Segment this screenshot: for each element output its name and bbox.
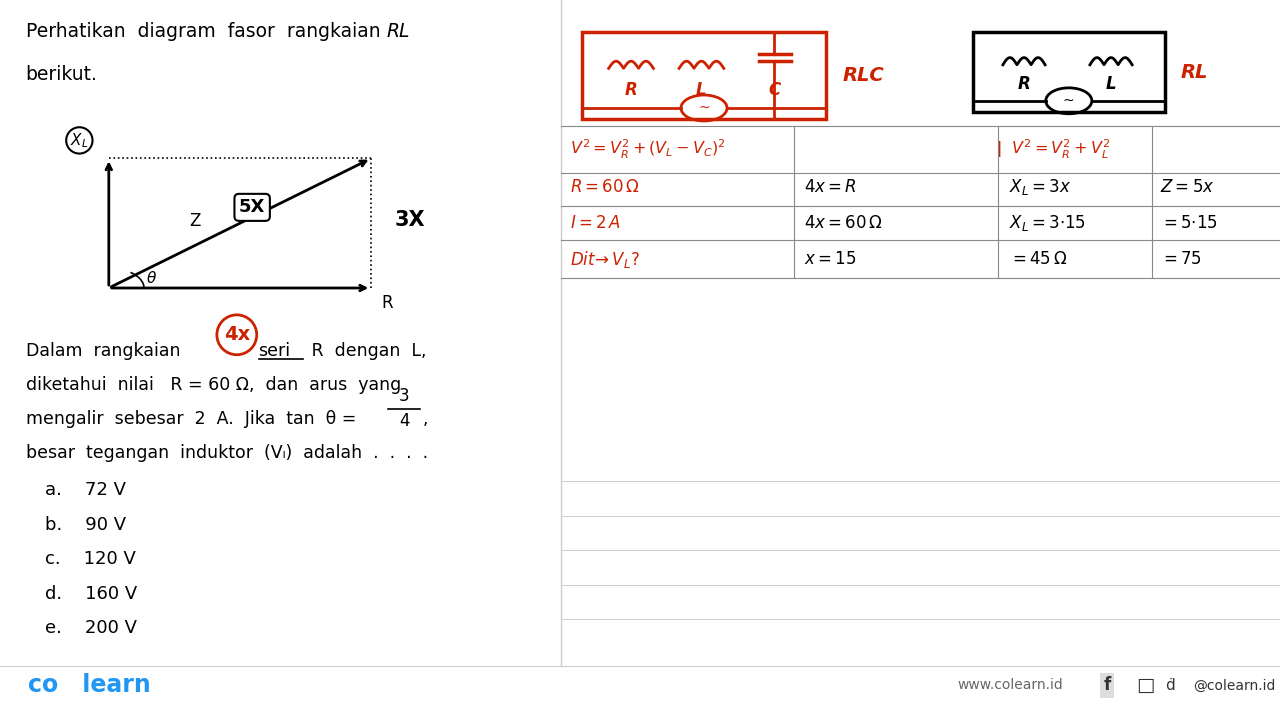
Text: b.    90 V: b. 90 V	[45, 516, 125, 534]
Text: mengalir  sebesar  2  A.  Jika  tan  θ =: mengalir sebesar 2 A. Jika tan θ =	[26, 410, 356, 428]
Text: Z: Z	[189, 212, 200, 230]
Text: 4: 4	[399, 412, 410, 430]
Text: $x = 15$: $x = 15$	[804, 250, 856, 268]
Text: L: L	[696, 81, 707, 99]
Text: Dalam  rangkaian: Dalam rangkaian	[26, 342, 180, 360]
Text: $4x = R$: $4x = R$	[804, 179, 856, 197]
Text: RL: RL	[387, 22, 410, 40]
Text: RLC: RLC	[842, 66, 884, 85]
Text: $Z = 5x$: $Z = 5x$	[1160, 179, 1215, 197]
Text: $I = 2\,A$: $I = 2\,A$	[570, 215, 621, 232]
Text: $4x = 60\,\Omega$: $4x = 60\,\Omega$	[804, 215, 883, 232]
Text: □: □	[1137, 676, 1155, 695]
Text: co: co	[28, 673, 59, 698]
Text: RL: RL	[1180, 63, 1207, 81]
Text: seri: seri	[259, 342, 291, 360]
Text: R: R	[381, 294, 393, 312]
Text: diketahui  nilai   R = 60 Ω,  dan  arus  yang: diketahui nilai R = 60 Ω, dan arus yang	[26, 376, 401, 394]
Text: $R = 60\,\Omega$: $R = 60\,\Omega$	[570, 179, 640, 197]
Text: $\theta$: $\theta$	[146, 270, 156, 286]
Text: ~: ~	[1062, 94, 1075, 108]
Text: $|$  $V^2 = V_R^2 + V_L^2$: $|$ $V^2 = V_R^2 + V_L^2$	[996, 138, 1110, 161]
Text: 3: 3	[399, 387, 410, 405]
Text: besar  tegangan  induktor  (Vₗ)  adalah  .  .  .  .: besar tegangan induktor (Vₗ) adalah . . …	[26, 444, 428, 462]
Text: $= 45\,\Omega$: $= 45\,\Omega$	[1009, 250, 1068, 268]
Text: $= 75$: $= 75$	[1160, 250, 1202, 268]
Text: R  dengan  L,: R dengan L,	[306, 342, 426, 360]
Text: $V^2 = V_R^2 + (V_L - V_C)^2$: $V^2 = V_R^2 + (V_L - V_C)^2$	[570, 138, 726, 161]
Text: ~: ~	[698, 101, 710, 115]
Text: $= 5{\cdot}15$: $= 5{\cdot}15$	[1160, 215, 1217, 232]
Text: 4x: 4x	[224, 325, 250, 344]
Text: Perhatikan  diagram  fasor  rangkaian: Perhatikan diagram fasor rangkaian	[26, 22, 380, 40]
Text: R: R	[1018, 75, 1030, 93]
Text: 5X: 5X	[239, 198, 265, 216]
Text: $X_L = 3{\cdot}15$: $X_L = 3{\cdot}15$	[1009, 213, 1085, 233]
Text: f: f	[1103, 677, 1111, 694]
Text: L: L	[1106, 75, 1116, 93]
Text: a.    72 V: a. 72 V	[45, 481, 125, 499]
Text: e.    200 V: e. 200 V	[45, 619, 137, 637]
Text: @colearn.id: @colearn.id	[1193, 678, 1275, 693]
Text: C: C	[768, 81, 781, 99]
Text: c.    120 V: c. 120 V	[45, 550, 136, 568]
Text: $Dit\!\rightarrow V_L?$: $Dit\!\rightarrow V_L?$	[570, 248, 639, 270]
Text: learn: learn	[74, 673, 151, 698]
Text: ,: ,	[422, 410, 428, 428]
Text: R: R	[625, 81, 637, 99]
Text: d.    160 V: d. 160 V	[45, 585, 137, 603]
Text: berikut.: berikut.	[26, 65, 97, 84]
Text: $X_L = 3x$: $X_L = 3x$	[1009, 177, 1070, 197]
Text: $X_L$: $X_L$	[70, 131, 88, 150]
Text: www.colearn.id: www.colearn.id	[957, 678, 1064, 693]
Text: ḋ: ḋ	[1165, 678, 1175, 693]
Text: 3X: 3X	[394, 210, 425, 230]
